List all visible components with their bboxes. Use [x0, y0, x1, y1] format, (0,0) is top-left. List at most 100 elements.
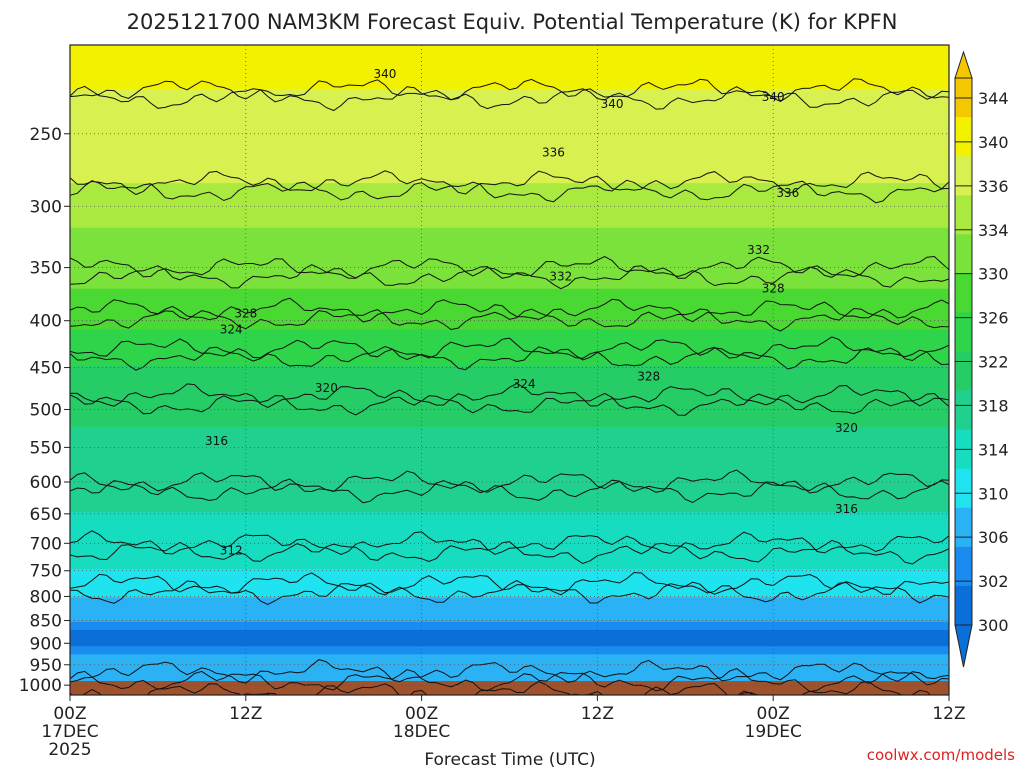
y-tick-label: 800: [30, 587, 62, 607]
contour-line: [70, 78, 949, 102]
contour-label-text: 328: [234, 307, 257, 321]
theta-band: [70, 398, 949, 404]
contour-line: [70, 530, 949, 556]
contour-line: [70, 345, 949, 371]
theta-band: [70, 605, 949, 611]
theta-band: [70, 122, 949, 127]
contour-label: 336: [542, 145, 565, 159]
theta-band: [70, 459, 949, 465]
theta-band: [70, 89, 949, 95]
colorbar-label: 330: [978, 265, 1009, 284]
theta-band: [70, 520, 949, 525]
theta-band: [70, 65, 949, 70]
contour-label-text: 324: [513, 377, 536, 391]
theta-band: [70, 353, 949, 359]
theta-band: [70, 524, 949, 530]
theta-band: [70, 235, 949, 241]
theta-band: [70, 325, 949, 330]
theta-band: [70, 276, 949, 282]
theta-band: [70, 439, 949, 444]
theta-band: [70, 146, 949, 152]
theta-band: [70, 378, 949, 383]
colorbar-swatch: [955, 390, 972, 431]
theta-band: [70, 179, 949, 184]
theta-band: [70, 430, 949, 436]
theta-band: [70, 195, 949, 200]
theta-band: [70, 296, 949, 302]
chart-title: 2025121700 NAM3KM Forecast Equiv. Potent…: [127, 10, 898, 34]
colorbar-label: 306: [978, 528, 1009, 547]
theta-band: [70, 658, 949, 664]
theta-band: [70, 300, 949, 306]
theta-band: [70, 240, 949, 245]
theta-band: [70, 268, 949, 274]
theta-band: [70, 175, 949, 180]
theta-band: [70, 260, 949, 265]
colorbar-top-arrow: [954, 50, 973, 79]
y-tick-label: 250: [30, 125, 62, 145]
contour-label-text: 316: [835, 502, 858, 516]
theta-band: [70, 414, 949, 420]
theta-band: [70, 126, 949, 131]
theta-band: [70, 508, 949, 513]
theta-band: [70, 61, 949, 66]
theta-band: [70, 475, 949, 481]
theta-band: [70, 183, 949, 188]
theta-band: [70, 374, 949, 379]
theta-band: [70, 467, 949, 473]
theta-band: [70, 589, 949, 595]
theta-band: [70, 252, 949, 257]
theta-band: [70, 560, 949, 566]
colorbar-swatch: [955, 117, 972, 157]
y-tick-label: 1000: [19, 676, 62, 696]
theta-band: [70, 406, 949, 412]
theta-band: [70, 97, 949, 103]
y-axis: 2503003504004505005506006507007508008509…: [19, 125, 70, 696]
theta-band: [70, 536, 949, 542]
contour-label: 332: [549, 270, 572, 284]
theta-band: [70, 601, 949, 607]
contour-line: [70, 571, 949, 596]
theta-band: [70, 569, 949, 574]
theta-band: [70, 642, 949, 647]
theta-band: [70, 321, 949, 326]
x-tick-label: 00Z: [405, 704, 438, 724]
theta-band: [70, 483, 949, 489]
theta-band: [70, 410, 949, 416]
theta-band: [70, 361, 949, 367]
colorbar-label: 322: [978, 353, 1009, 372]
theta-band: [70, 617, 949, 623]
theta-band: [70, 154, 949, 160]
y-tick-label: 650: [30, 505, 62, 525]
theta-band: [70, 150, 949, 156]
theta-band: [70, 256, 949, 261]
contour-line: [70, 478, 949, 504]
contour-label: 320: [835, 421, 858, 435]
colorbar-label: 344: [978, 89, 1009, 108]
y-tick-label: 900: [30, 634, 62, 654]
theta-band: [70, 349, 949, 355]
theta-band: [70, 73, 949, 79]
theta-band: [70, 548, 949, 554]
theta-band: [70, 207, 949, 213]
theta-band: [70, 443, 949, 448]
colorbar-label: 334: [978, 221, 1009, 240]
y-tick-label: 950: [30, 656, 62, 676]
contour-label: 316: [205, 434, 228, 448]
y-tick-label: 700: [30, 534, 62, 554]
theta-band: [70, 581, 949, 586]
colorbar-swatch: [955, 507, 972, 548]
x-tick-label: 00Z: [53, 704, 86, 724]
theta-band: [70, 162, 949, 168]
theta-band: [70, 244, 949, 249]
y-tick-label: 750: [30, 562, 62, 582]
footer-credit: coolwx.com/models: [867, 746, 1015, 764]
theta-band: [70, 284, 949, 290]
theta-band: [70, 69, 949, 75]
theta-band: [70, 544, 949, 550]
contour-label-text: 340: [374, 67, 397, 81]
theta-band: [70, 540, 949, 546]
theta-band: [70, 646, 949, 651]
theta-band: [70, 365, 949, 371]
